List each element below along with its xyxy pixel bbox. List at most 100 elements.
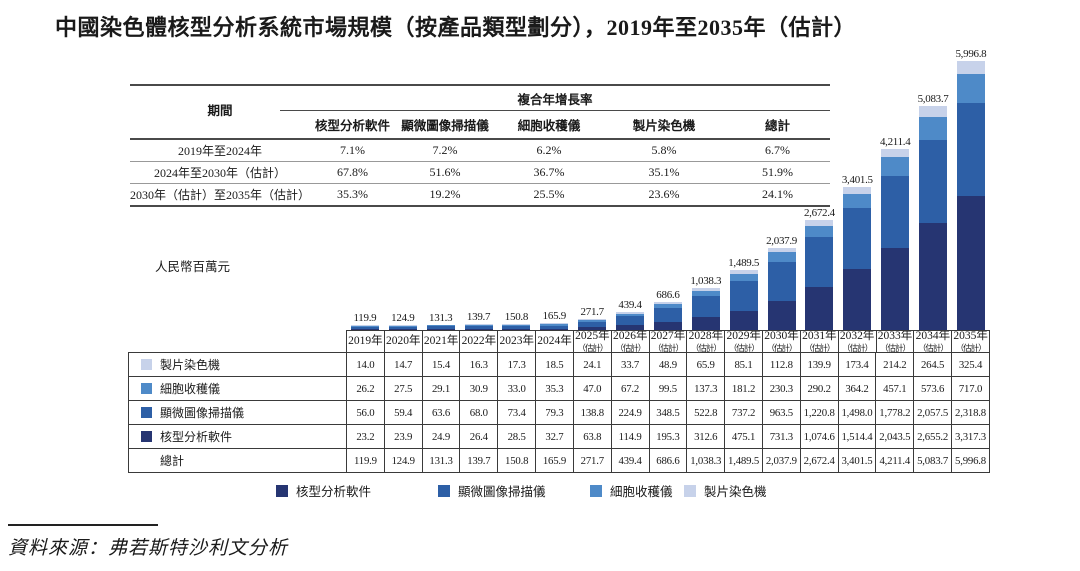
table-total-cell: 150.8 <box>497 448 537 473</box>
table-value-cell: 24.9 <box>421 424 461 449</box>
cagr-row: 2030年（估計）至2035年（估計） 35.3% 19.2% 25.5% 23.6% 2… <box>130 184 830 207</box>
bar-segment-karyotype-software <box>729 310 758 330</box>
table-total-cell: 439.4 <box>610 448 650 473</box>
bar-segment-slide-stainer <box>350 325 379 326</box>
stacked-bar <box>919 106 948 330</box>
chart-column: 2,037.9 <box>763 80 801 330</box>
bar-total-label: 150.8 <box>504 310 529 323</box>
chart-column: 1,038.3 <box>687 80 725 330</box>
bar-total-label: 139.7 <box>466 311 491 324</box>
estimated-note: （估計） <box>766 342 798 352</box>
legend-item-karyotype-software: 核型分析軟件 <box>276 481 371 500</box>
bar-segment-microscope-image-scanner <box>426 326 455 329</box>
table-value-cell: 181.2 <box>724 376 763 401</box>
legend-swatch-icon-slide-stainer <box>684 484 696 497</box>
table-value-cell: 522.8 <box>686 400 726 425</box>
table-value-cell: 173.4 <box>837 352 877 377</box>
estimated-note: （估計） <box>690 342 722 352</box>
table-row-label: 顯微圖像掃描儀 <box>128 400 347 425</box>
bar-segment-microscope-image-scanner <box>540 325 569 329</box>
table-value-cell: 73.4 <box>497 400 537 425</box>
table-value-cell: 731.3 <box>761 424 801 449</box>
table-value-cell: 224.9 <box>610 400 650 425</box>
table-year-header-cell: 2030年 （估計） <box>762 331 800 352</box>
legend-item-microscope-image-scanner: 顯微圖像掃描儀 <box>438 481 546 500</box>
table-value-cell: 68.0 <box>459 400 499 425</box>
table-value-cell: 99.5 <box>648 376 688 401</box>
stacked-bar <box>388 324 417 330</box>
bar-total-label: 165.9 <box>542 310 567 323</box>
stacked-bar <box>426 324 455 330</box>
legend-label: 製片染色機 <box>704 485 767 499</box>
table-value-cell: 2,655.2 <box>913 424 952 449</box>
year-label: 2028年 <box>688 331 724 342</box>
stacked-bar <box>729 270 758 330</box>
bar-segment-slide-stainer <box>540 323 569 325</box>
bar-total-label: 119.9 <box>353 312 377 325</box>
chart-column: 3,401.5 <box>838 80 876 330</box>
bar-total-label: 5,996.8 <box>955 47 987 60</box>
cagr-value-cell: 7.2% <box>432 143 458 157</box>
estimated-note: （估計） <box>577 342 608 352</box>
table-total-cell: 124.9 <box>383 448 423 473</box>
table-value-cell: 23.9 <box>383 424 423 449</box>
year-label: 2035年 <box>953 331 988 342</box>
cagr-value-cell: 51.9% <box>762 165 793 179</box>
table-value-cell: 457.1 <box>875 376 915 401</box>
table-total-cell: 1,038.3 <box>686 448 726 473</box>
chart-column: 139.7 <box>460 80 498 330</box>
bar-segment-microscope-image-scanner <box>843 208 872 269</box>
bar-segment-slide-stainer <box>653 302 682 305</box>
legend-swatch-icon-karyotype-software <box>276 484 288 497</box>
cagr-column-header: 顯微圖像掃描儀 <box>401 119 489 133</box>
stacked-bar <box>653 302 682 330</box>
table-value-cell: 59.4 <box>383 400 423 425</box>
bar-segment-karyotype-software <box>616 325 645 330</box>
table-value-cell: 1,220.8 <box>799 400 839 425</box>
bar-segment-karyotype-software <box>843 268 872 330</box>
estimated-note: （估計） <box>917 342 949 352</box>
legend-label: 細胞收穫儀 <box>610 485 673 499</box>
table-value-cell: 63.6 <box>421 400 461 425</box>
table-swatch-icon-karyotype-software <box>141 431 152 442</box>
bar-segment-microscope-image-scanner <box>919 139 948 223</box>
table-value-cell: 65.9 <box>686 352 726 377</box>
chart-column: 165.9 <box>535 80 573 330</box>
year-label: 2023年 <box>499 334 534 347</box>
bar-total-label: 131.3 <box>429 311 453 324</box>
table-year-header-cell: 2032年 （估計） <box>837 331 876 352</box>
table-value-cell: 18.5 <box>535 352 574 377</box>
year-label: 2033年 <box>877 331 913 342</box>
estimated-note: （估計） <box>955 342 987 352</box>
cagr-value-cell: 24.1% <box>762 187 793 201</box>
chart-column: 5,996.8 <box>952 48 990 330</box>
source-text: 資料來源：弗若斯特沙利文分析 <box>8 538 289 559</box>
table-value-cell: 24.1 <box>572 352 612 377</box>
stacked-bar <box>956 60 985 330</box>
table-value-cell: 138.8 <box>572 400 612 425</box>
cagr-period-label: 2030年（估計）至2035年（估計） <box>130 188 311 202</box>
bar-segment-karyotype-software <box>388 329 417 330</box>
cagr-value-cell: 36.7% <box>533 165 565 179</box>
chart-column: 686.6 <box>649 80 687 330</box>
table-total-cell: 5,083.7 <box>913 448 952 473</box>
cagr-column-header-row: 核型分析軟件 顯微圖像掃描儀 細胞收穫儀 製片染色機 總計 <box>130 111 830 140</box>
table-total-row: 總計 119.9 124.9 131.3 139.7 150.8 165.9 271.7 439… <box>128 448 990 473</box>
table-swatch-icon-cell-harvester <box>141 383 152 394</box>
bar-segment-karyotype-software <box>426 329 455 330</box>
table-total-label: 總計 <box>128 448 347 473</box>
year-label: 2029年 <box>726 331 761 342</box>
bar-segment-slide-stainer <box>464 324 493 325</box>
year-label: 2024年 <box>537 334 572 347</box>
bar-segment-karyotype-software <box>464 328 493 330</box>
table-value-cell: 26.4 <box>459 424 499 449</box>
bar-segment-karyotype-software <box>767 300 796 330</box>
table-value-cell: 573.6 <box>913 376 952 401</box>
bar-segment-microscope-image-scanner <box>578 321 607 328</box>
table-total-cell: 3,401.5 <box>837 448 877 473</box>
bar-total-label: 271.7 <box>580 305 605 318</box>
bar-segment-microscope-image-scanner <box>502 325 531 329</box>
bar-segment-slide-stainer <box>881 148 910 158</box>
stacked-bar <box>767 247 796 330</box>
